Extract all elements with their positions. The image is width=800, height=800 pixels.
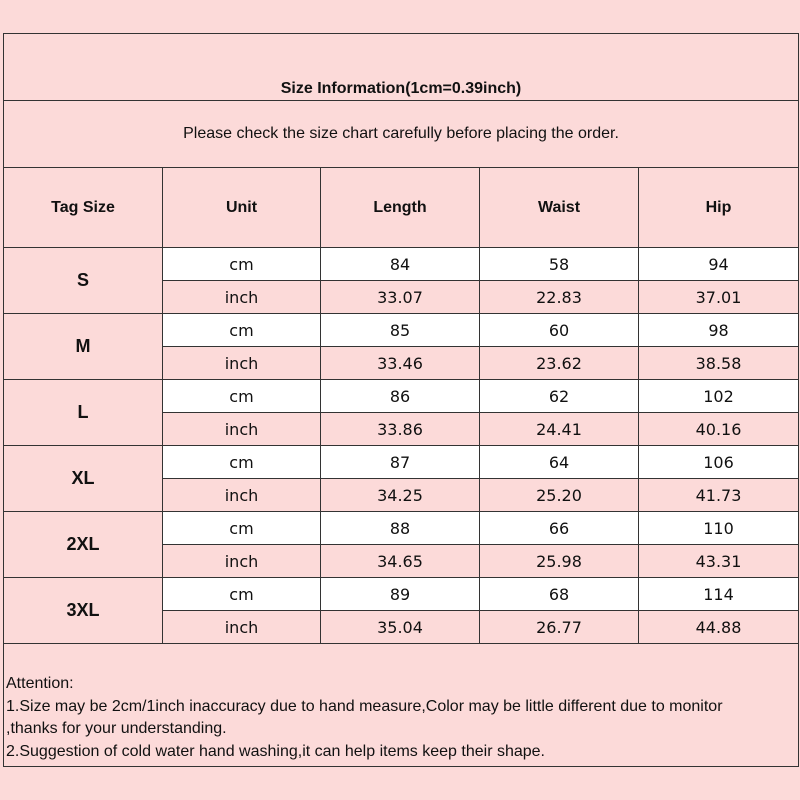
attention-line: 1.Size may be 2cm/1inch inaccuracy due t… xyxy=(6,697,723,715)
unit-cell: inch xyxy=(162,280,321,314)
hip-cell: 110 xyxy=(637,511,800,545)
waist-cell: 62 xyxy=(479,379,639,413)
length-cell: 34.25 xyxy=(320,478,480,512)
waist-cell: 58 xyxy=(479,247,639,281)
waist-cell: 22.83 xyxy=(479,280,639,314)
hip-cell: 37.01 xyxy=(637,280,800,314)
length-cell: 35.04 xyxy=(320,610,480,644)
table-row: inch 33.07 22.83 37.01 xyxy=(4,280,800,314)
waist-cell: 23.62 xyxy=(479,346,639,380)
unit-cell: inch xyxy=(162,478,321,512)
waist-cell: 64 xyxy=(479,445,639,479)
header-unit: Unit xyxy=(162,167,321,248)
table-row: 2XL cm 88 66 110 xyxy=(3,511,800,578)
table-row: inch 33.86 24.41 40.16 xyxy=(4,412,800,446)
length-cell: 85 xyxy=(320,313,480,347)
header-row: Tag Size Unit Length Waist Hip xyxy=(3,167,800,248)
hip-cell: 106 xyxy=(637,445,800,479)
table-row: inch 35.04 26.77 44.88 xyxy=(4,610,800,644)
chart-title: Size Information(1cm=0.39inch) xyxy=(2,33,800,101)
tag-size-cell: 3XL xyxy=(3,577,163,644)
length-cell: 89 xyxy=(320,577,480,611)
waist-cell: 25.98 xyxy=(479,544,639,578)
hip-cell: 114 xyxy=(637,577,800,611)
unit-cell: inch xyxy=(162,544,321,578)
unit-cell: inch xyxy=(162,610,321,644)
length-cell: 84 xyxy=(320,247,480,281)
hip-cell: 94 xyxy=(637,247,800,281)
waist-cell: 60 xyxy=(479,313,639,347)
size-chart-table: Size Information(1cm=0.39inch) Please ch… xyxy=(2,33,800,767)
table-row: XL cm 87 64 106 xyxy=(3,445,800,512)
tag-size-cell: S xyxy=(3,247,163,314)
table-row: inch 33.46 23.62 38.58 xyxy=(4,346,800,380)
table-row: 3XL cm 89 68 114 xyxy=(3,577,800,644)
tag-size-cell: L xyxy=(3,379,163,446)
length-cell: 87 xyxy=(320,445,480,479)
unit-cell: cm xyxy=(162,313,321,347)
chart-subtitle: Please check the size chart carefully be… xyxy=(2,100,800,168)
unit-cell: inch xyxy=(162,346,321,380)
unit-cell: cm xyxy=(162,247,321,281)
unit-cell: inch xyxy=(162,412,321,446)
waist-cell: 26.77 xyxy=(479,610,639,644)
hip-cell: 44.88 xyxy=(637,610,800,644)
header-hip: Hip xyxy=(637,167,800,248)
unit-cell: cm xyxy=(162,511,321,545)
hip-cell: 38.58 xyxy=(637,346,800,380)
waist-cell: 25.20 xyxy=(479,478,639,512)
header-length: Length xyxy=(320,167,480,248)
unit-cell: cm xyxy=(162,577,321,611)
header-tag-size: Tag Size xyxy=(3,167,163,248)
length-cell: 33.07 xyxy=(320,280,480,314)
length-cell: 86 xyxy=(320,379,480,413)
tag-size-cell: XL xyxy=(3,445,163,512)
attention-line: ,thanks for your understanding. xyxy=(6,720,227,737)
waist-cell: 68 xyxy=(479,577,639,611)
tag-size-cell: 2XL xyxy=(3,511,163,578)
table-row: inch 34.65 25.98 43.31 xyxy=(4,544,800,578)
waist-cell: 24.41 xyxy=(479,412,639,446)
header-waist: Waist xyxy=(479,167,639,248)
hip-cell: 98 xyxy=(637,313,800,347)
hip-cell: 40.16 xyxy=(637,412,800,446)
length-cell: 34.65 xyxy=(320,544,480,578)
hip-cell: 43.31 xyxy=(637,544,800,578)
hip-cell: 102 xyxy=(637,379,800,413)
length-cell: 33.46 xyxy=(320,346,480,380)
waist-cell: 66 xyxy=(479,511,639,545)
hip-cell: 41.73 xyxy=(637,478,800,512)
length-cell: 33.86 xyxy=(320,412,480,446)
tag-size-cell: M xyxy=(3,313,163,380)
unit-cell: cm xyxy=(162,445,321,479)
attention-notes: Attention: 1.Size may be 2cm/1inch inaccu… xyxy=(2,643,800,767)
length-cell: 88 xyxy=(320,511,480,545)
unit-cell: cm xyxy=(162,379,321,413)
attention-line: 2.Suggestion of cold water hand washing,… xyxy=(6,742,545,760)
attention-heading: Attention: xyxy=(6,675,74,692)
table-row: inch 34.25 25.20 41.73 xyxy=(4,478,800,512)
